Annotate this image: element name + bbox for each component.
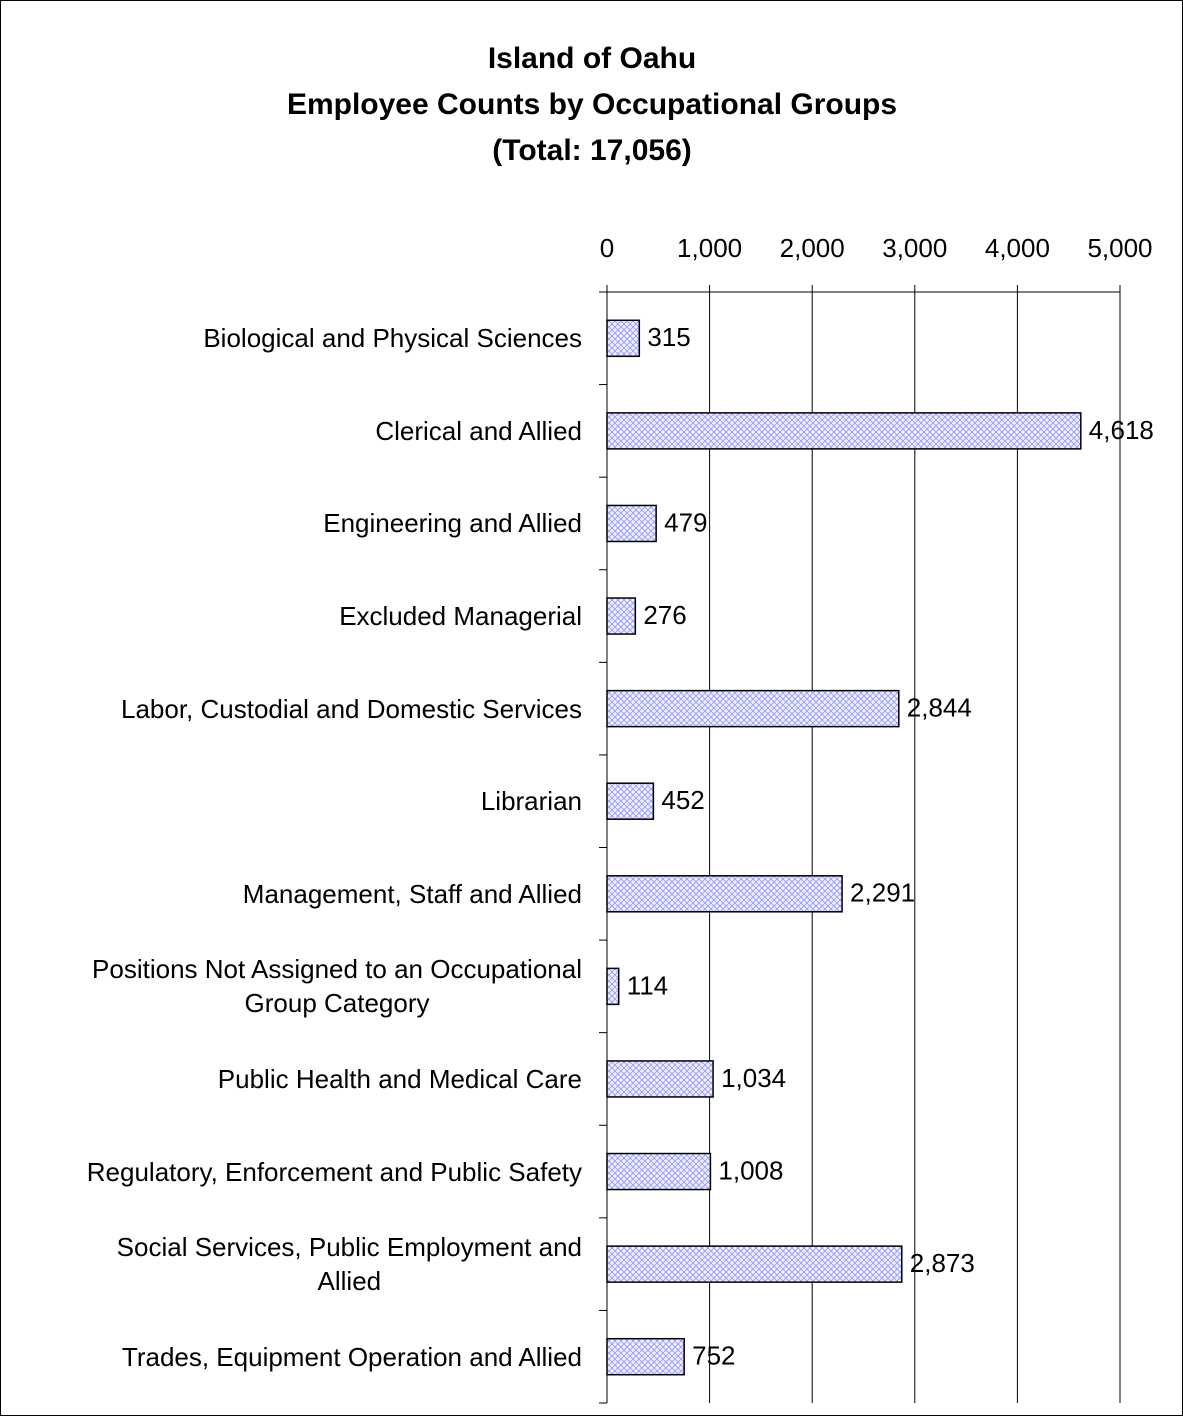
data-label: 114 [627,970,668,1000]
bar [606,597,637,635]
category-label-box: Regulatory, Enforcement and Public Safet… [87,1155,582,1189]
data-label: 1,008 [718,1155,783,1185]
x-tick-label: 0 [600,233,614,263]
bar [606,319,641,358]
x-tick-label: 4,000 [985,233,1050,263]
bar [606,1245,903,1283]
x-tick-label: 5,000 [1087,233,1152,263]
x-tick-label: 2,000 [780,233,845,263]
chart-title: Employee Counts by Occupational Groups [287,88,897,121]
data-label: 315 [647,322,690,352]
bar [606,875,843,913]
bar [606,782,655,820]
bar [606,412,1082,450]
bar [606,967,620,1006]
data-label: 1,034 [721,1063,786,1093]
y-tick-label: Trades, Equipment Operation and Allied [121,1341,582,1372]
category-label-box: Engineering and Allied [323,506,582,540]
bar [606,1337,685,1376]
y-tick-label: Clerical and Allied [375,415,582,446]
chart-title: Island of Oahu [488,42,696,75]
x-tick-label: 3,000 [882,233,947,263]
data-label: 452 [661,785,704,815]
y-tick-label: Public Health and Medical Care [217,1063,582,1094]
y-tick-label: Biological and Physical Sciences [203,323,582,354]
data-label: 479 [664,507,707,537]
category-label-box: Labor, Custodial and Domestic Services [121,692,582,726]
y-tick-label: Engineering and Allied [323,508,582,539]
data-label: 2,291 [850,878,915,908]
y-tick-label: Positions Not Assigned to an Occupationa… [92,954,582,1019]
chart-title: (Total: 17,056) [492,134,692,167]
bar [606,1060,714,1098]
data-label: 752 [692,1341,735,1371]
bar [606,689,900,728]
category-label-box: Excluded Managerial [339,599,582,633]
y-tick-label: Regulatory, Enforcement and Public Safet… [86,1156,582,1187]
data-label: 276 [643,600,686,630]
category-label-box: Management, Staff and Allied [243,877,582,911]
y-tick-label: Labor, Custodial and Domestic Services [120,693,582,724]
category-label-box: Clerical and Allied [375,414,582,448]
category-label-box: Librarian [481,784,582,818]
y-tick-label: Management, Staff and Allied [242,878,582,909]
category-label-box: Trades, Equipment Operation and Allied [122,1340,582,1374]
data-label: 2,844 [907,693,972,723]
data-label: 4,618 [1089,415,1154,445]
bar [606,504,657,543]
data-label: 2,873 [910,1248,975,1278]
category-label-box: Public Health and Medical Care [218,1062,582,1096]
category-label-box: Social Services, Public Employment and A… [117,1230,582,1298]
category-label-box: Positions Not Assigned to an Occupationa… [92,952,582,1020]
y-tick-label: Social Services, Public Employment and A… [116,1232,582,1297]
y-tick-label: Librarian [480,786,582,817]
bar [606,1152,712,1191]
x-tick-label: 1,000 [677,233,742,263]
y-tick-label: Excluded Managerial [339,601,582,632]
category-label-box: Biological and Physical Sciences [203,321,582,355]
